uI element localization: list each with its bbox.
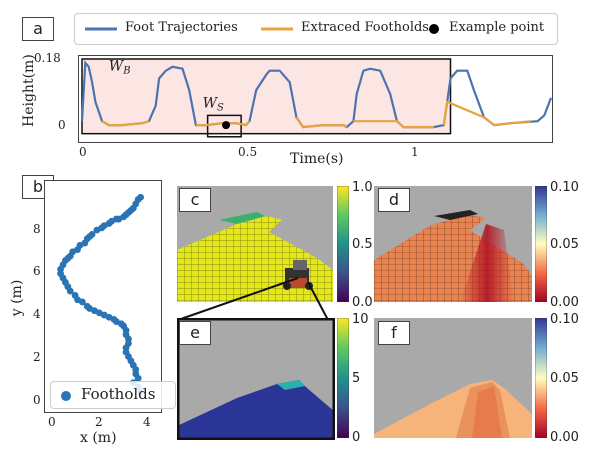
- colorbar-e-tick-top: 10: [352, 312, 369, 327]
- xtick-b-0: 0: [48, 415, 56, 429]
- heatmap-d-image: [374, 186, 532, 302]
- legend-b: Footholds: [50, 381, 176, 409]
- ytick-b-0: 0: [33, 393, 41, 407]
- xtick-a-05: 0.5: [238, 145, 258, 159]
- colorbar-d-tick-top: 0.10: [550, 180, 579, 195]
- series-footholds-segment-0: [101, 120, 150, 127]
- window-wb: [81, 58, 452, 135]
- ytick-b-2: 2: [33, 350, 41, 364]
- legend-trajectory-swatch: [85, 27, 117, 31]
- xtick-b-4: 4: [143, 415, 151, 429]
- series-footholds-segment-4: [442, 100, 532, 127]
- robot-icon: [283, 260, 313, 290]
- legend-b-label: Footholds: [81, 385, 156, 403]
- axis-a-ylabel: Height(m): [21, 54, 37, 127]
- colorbar-f: [535, 318, 547, 438]
- ytick-b-8: 8: [33, 222, 41, 236]
- legend-footholds-marker: [61, 391, 71, 401]
- colorbar-f-tick-bot: 0.00: [550, 430, 579, 445]
- panel-label-d: d: [378, 188, 410, 212]
- legend-example-swatch: [429, 24, 439, 34]
- colorbar-c-tick-mid: 0.5: [352, 237, 373, 252]
- axis-a-xlabel: Time(s): [290, 151, 344, 167]
- colorbar-c: [337, 186, 349, 302]
- foothold-point: [66, 287, 74, 295]
- colorbar-d: [535, 186, 547, 302]
- foothold-point: [78, 298, 86, 306]
- colorbar-f-tick-top: 0.10: [550, 312, 579, 327]
- legend-example-label: Example point: [449, 20, 545, 35]
- ytick-a-018: 0.18: [34, 51, 61, 65]
- colorbar-f-tick-mid: 0.05: [550, 371, 579, 386]
- legend-footholds-swatch: [261, 27, 293, 31]
- colorbar-e-tick-mid: 5: [352, 371, 361, 386]
- panel-label-a: a: [22, 17, 54, 41]
- legend-a: Foot Trajectories Extraced Footholds Exa…: [74, 13, 558, 45]
- plot-b-frame: [44, 180, 162, 413]
- panel-label-e: e: [179, 321, 211, 345]
- series-footholds-segment-3: [353, 120, 434, 129]
- ytick-a-0: 0: [58, 118, 66, 132]
- window-ws: [206, 114, 242, 138]
- ytick-b-6: 6: [33, 264, 41, 278]
- series-footholds-segment-2: [295, 116, 348, 129]
- ytick-b-4: 4: [33, 307, 41, 321]
- legend-footholds-label: Extraced Footholds: [301, 20, 429, 35]
- xtick-b-2: 2: [95, 415, 103, 429]
- axis-b-ylabel: y (m): [9, 279, 25, 317]
- colorbar-c-tick-bot: 0.0: [352, 295, 373, 310]
- colorbar-d-tick-mid: 0.05: [550, 237, 579, 252]
- panel-label-c: c: [179, 188, 211, 212]
- colorbar-d-tick-bot: 0.00: [550, 295, 579, 310]
- xtick-a-1: 1: [411, 145, 419, 159]
- panel-label-f: f: [378, 321, 410, 345]
- colorbar-c-tick-top: 1.0: [352, 180, 373, 195]
- plot-b: [44, 180, 162, 413]
- zoom-connector: [177, 277, 329, 321]
- xtick-a-0: 0: [79, 145, 87, 159]
- colorbar-e: [337, 318, 349, 438]
- legend-trajectory-label: Foot Trajectories: [125, 20, 238, 35]
- example-point: [222, 121, 231, 130]
- colorbar-e-tick-bot: 0: [352, 430, 361, 445]
- foothold-point: [134, 374, 142, 382]
- foothold-point: [93, 226, 101, 234]
- axis-b-xlabel: x (m): [80, 430, 117, 446]
